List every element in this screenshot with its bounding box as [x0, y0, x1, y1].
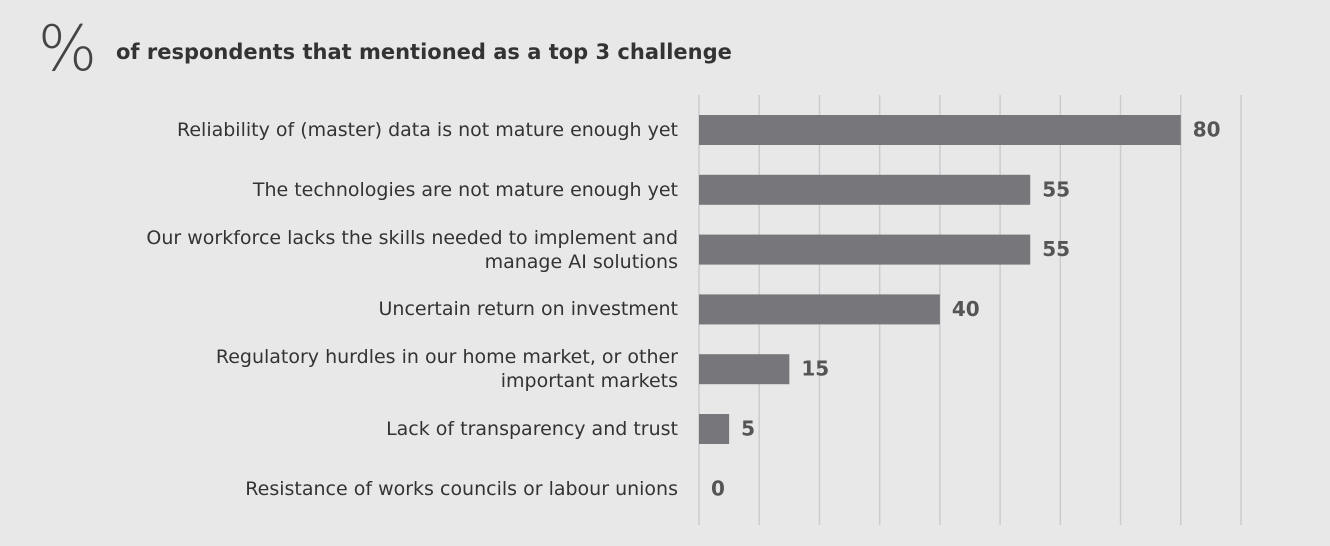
value-label: 80 [1193, 118, 1221, 142]
chart-title: of respondents that mentioned as a top 3… [116, 40, 732, 64]
value-label: 40 [952, 297, 980, 321]
y-tick-label: The technologies are not mature enough y… [252, 178, 678, 201]
value-label: 55 [1042, 177, 1070, 201]
bar [699, 354, 790, 385]
bar [699, 234, 1031, 265]
y-tick-label: Lack of transparency and trust [386, 418, 678, 440]
value-label: 15 [801, 357, 829, 381]
bar [699, 174, 1031, 205]
value-label: 55 [1042, 237, 1070, 261]
value-label: 5 [741, 417, 755, 441]
value-label: 0 [711, 476, 725, 500]
y-tick-label: Reliability of (master) data is not matu… [177, 119, 678, 141]
bar [699, 414, 730, 444]
y-tick-label: Regulatory hurdles in our home market, o… [215, 346, 678, 393]
bar [699, 115, 1181, 145]
y-tick-label: Uncertain return on investment [378, 298, 678, 321]
y-tick-label: Our workforce lacks the skills needed to… [146, 226, 678, 273]
y-tick-label: Resistance of works councils or labour u… [245, 477, 678, 500]
unit-symbol: % [38, 12, 97, 85]
bar [699, 294, 940, 325]
